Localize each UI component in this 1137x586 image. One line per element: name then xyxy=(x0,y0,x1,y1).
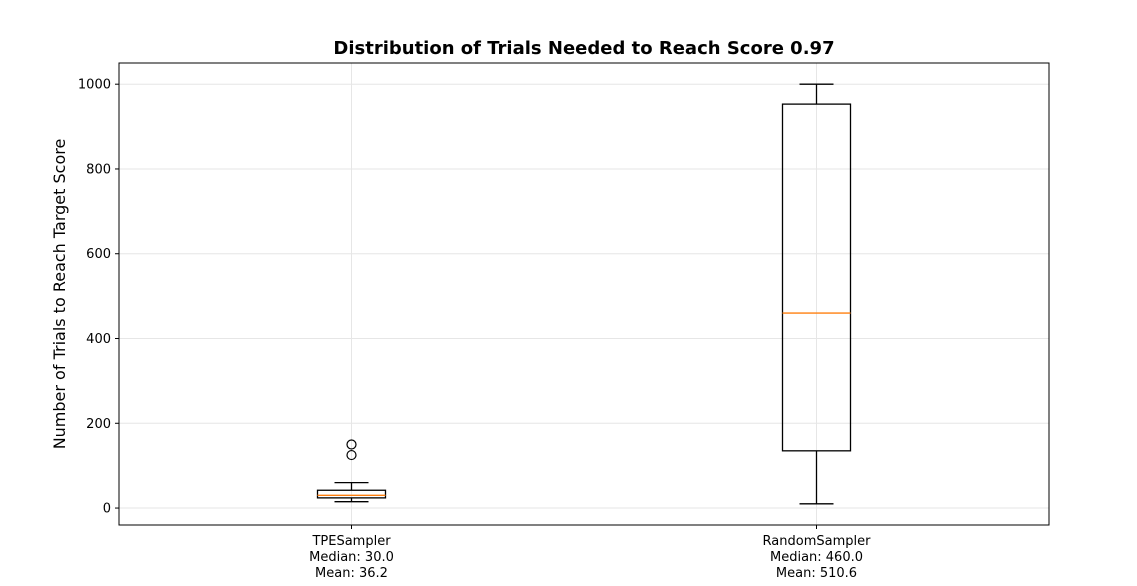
x-tick-label: Mean: 36.2 xyxy=(315,566,388,581)
x-tick-label: Median: 30.0 xyxy=(309,550,394,565)
outlier-point xyxy=(346,439,357,450)
iqr-box xyxy=(316,489,387,499)
chart-title: Distribution of Trials Needed to Reach S… xyxy=(333,38,834,59)
iqr-box xyxy=(781,103,852,452)
outlier-point xyxy=(346,449,357,461)
grid-layer xyxy=(119,63,1049,525)
y-tick-label: 200 xyxy=(86,417,111,432)
x-tick-label: Median: 460.0 xyxy=(770,550,863,565)
y-tick-label: 0 xyxy=(103,502,111,517)
x-tick-label: Mean: 510.6 xyxy=(776,566,857,581)
x-tick-label: RandomSampler xyxy=(763,534,872,549)
y-axis-label: Number of Trials to Reach Target Score xyxy=(50,139,69,450)
plot-frame xyxy=(118,62,1050,526)
y-tick-label: 600 xyxy=(86,247,111,262)
y-tick-label: 400 xyxy=(86,332,111,347)
x-tick-label: TPESampler xyxy=(311,534,391,549)
y-tick-label: 800 xyxy=(86,162,111,177)
y-tick-label: 1000 xyxy=(78,78,111,93)
box-layer xyxy=(316,83,852,505)
